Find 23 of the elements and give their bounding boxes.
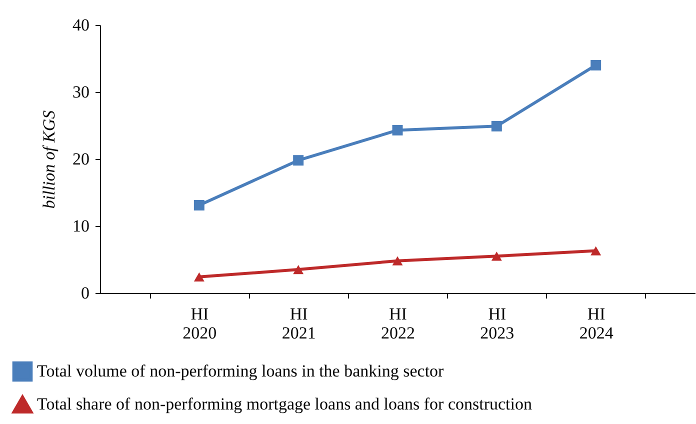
point xyxy=(392,256,403,266)
point xyxy=(194,272,204,282)
x-tick-label: HI 2021 xyxy=(282,304,316,342)
y-tick-label: 20 xyxy=(72,150,90,168)
legend-label: Total volume of non-performing loans in the banking sector xyxy=(37,362,444,380)
point xyxy=(491,120,502,132)
y-tick-label: 0 xyxy=(81,284,90,302)
point xyxy=(293,155,304,166)
y-tick-label: 10 xyxy=(72,216,90,236)
x-tick-label: HI 2024 xyxy=(579,304,614,342)
x-tick-label: HI 2020 xyxy=(182,304,217,342)
point xyxy=(590,60,602,70)
y-tick-label: 40 xyxy=(72,16,90,34)
point xyxy=(590,246,602,256)
point xyxy=(293,265,304,274)
x-tick-label: HI 2023 xyxy=(480,304,514,342)
y-axis-title: billion of KGS xyxy=(40,110,58,209)
point xyxy=(194,200,204,210)
point xyxy=(491,252,502,261)
x-tick-label: HI 2022 xyxy=(381,304,415,342)
y-tick-label: 30 xyxy=(72,82,90,102)
legend-label: Total share of non-performing mortgage loans and loans for construction xyxy=(37,394,532,414)
point xyxy=(392,124,403,136)
